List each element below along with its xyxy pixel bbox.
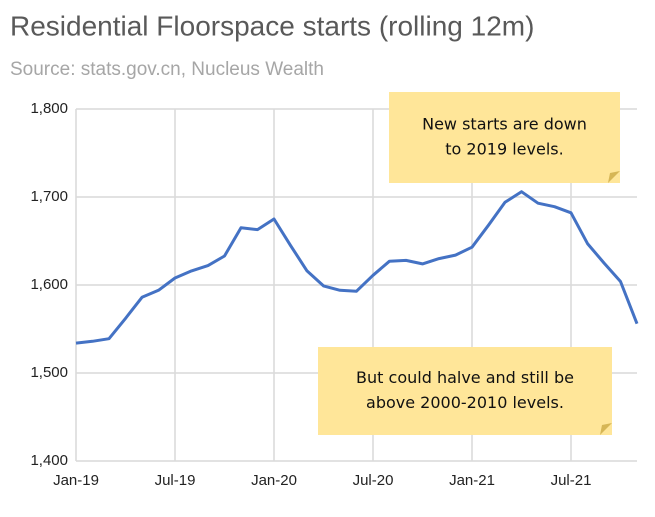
x-tick-label: Jan-21 [449, 472, 495, 489]
chart-subtitle: Source: stats.gov.cn, Nucleus Wealth [10, 59, 324, 80]
note-background [318, 347, 612, 435]
annotation-text: But could halve and still be [356, 368, 574, 387]
y-tick-label: 1,800 [30, 100, 68, 117]
y-tick-label: 1,700 [30, 188, 68, 205]
chart-title: Residential Floorspace starts (rolling 1… [10, 10, 534, 41]
x-tick-label: Jul-19 [155, 472, 196, 489]
y-tick-label: 1,500 [30, 364, 68, 381]
note-fold [608, 171, 620, 183]
annotation-text: above 2000-2010 levels. [366, 393, 564, 412]
x-tick-label: Jan-20 [251, 472, 297, 489]
x-tick-label: Jul-21 [551, 472, 592, 489]
x-tick-label: Jan-19 [53, 472, 99, 489]
sticky-note: But could halve and still be above 2000-2… [318, 347, 612, 435]
data-line [75, 190, 639, 345]
note-background [389, 92, 620, 183]
y-tick-label: 1,600 [30, 276, 68, 293]
sticky-note: New starts are down to 2019 levels. [389, 92, 620, 183]
annotation-text: to 2019 levels. [445, 140, 563, 159]
note-fold [600, 423, 612, 435]
x-tick-label: Jul-20 [353, 472, 394, 489]
annotation-text: New starts are down [422, 115, 587, 134]
y-tick-label: 1,400 [30, 452, 68, 469]
